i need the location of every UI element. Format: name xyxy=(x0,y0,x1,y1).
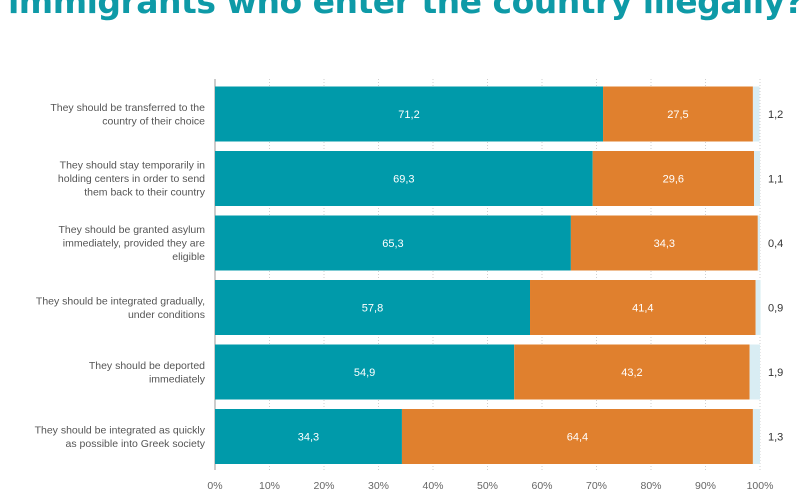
category-label-line: eligible xyxy=(172,251,205,263)
category-label-line: They should be transferred to the xyxy=(50,102,205,114)
data-label: 65,3 xyxy=(382,238,403,250)
x-tick-label: 20% xyxy=(313,480,334,492)
x-tick-label: 100% xyxy=(747,480,774,492)
x-tick-label: 90% xyxy=(695,480,716,492)
data-label: 34,3 xyxy=(654,238,675,250)
data-label: 1,3 xyxy=(768,432,783,444)
bar-segment xyxy=(215,409,402,464)
bar-segment xyxy=(592,151,755,206)
data-label: 0,9 xyxy=(768,303,783,315)
x-tick-label: 50% xyxy=(477,480,498,492)
category-label-line: They should be integrated gradually, xyxy=(36,295,205,307)
bar-segment xyxy=(749,344,760,400)
data-label: 34,3 xyxy=(298,432,319,444)
category-label-line: them back to their country xyxy=(84,187,206,199)
category-label-line: holding centers in order to send xyxy=(58,173,205,185)
bar-segment xyxy=(752,86,760,142)
category-label-line: They should be deported xyxy=(89,360,205,372)
category-label-line: country of their choice xyxy=(102,115,205,127)
data-label: 0,4 xyxy=(768,238,783,250)
data-label: 69,3 xyxy=(393,174,414,186)
bar-segment xyxy=(215,215,571,271)
bar-segment xyxy=(755,280,761,335)
bar-segment xyxy=(754,151,760,206)
category-label: They should stay temporarily in holding c… xyxy=(58,160,206,199)
bar-segment xyxy=(757,215,760,271)
category-label-line: immediately, provided they are xyxy=(63,238,205,250)
category-label: They should be granted asylum immediately… xyxy=(58,224,205,263)
x-tick-label: 60% xyxy=(531,480,552,492)
x-tick-label: 0% xyxy=(207,480,222,492)
category-label-line: They should be granted asylum xyxy=(58,224,205,236)
bar-segment xyxy=(215,86,604,142)
x-tick-label: 10% xyxy=(259,480,280,492)
category-label-line: immediately xyxy=(149,373,206,385)
data-label: 27,5 xyxy=(667,109,688,121)
bar-segment xyxy=(530,280,756,335)
chart-title: immigrants who enter the country illegal… xyxy=(8,0,800,21)
category-label: They should be deported immediately xyxy=(89,360,206,386)
data-label: 57,8 xyxy=(362,303,383,315)
data-label: 43,2 xyxy=(621,367,642,379)
x-tick-label: 70% xyxy=(586,480,607,492)
data-label: 64,4 xyxy=(567,432,588,444)
data-label: 71,2 xyxy=(398,109,419,121)
data-label: 1,9 xyxy=(768,367,783,379)
data-label: 1,1 xyxy=(768,174,783,186)
x-tick-label: 30% xyxy=(368,480,389,492)
bar-segment xyxy=(514,344,750,400)
data-label: 41,4 xyxy=(632,303,653,315)
bar-segment xyxy=(215,280,531,335)
x-tick-label: 40% xyxy=(422,480,443,492)
x-tick-label: 80% xyxy=(640,480,661,492)
data-label: 29,6 xyxy=(663,174,684,186)
data-label: 1,2 xyxy=(768,109,783,121)
bar-segment xyxy=(752,409,760,464)
category-label-line: They should stay temporarily in xyxy=(60,160,205,172)
bar-segment xyxy=(215,151,593,206)
bar-segment xyxy=(603,86,753,142)
bar-segment xyxy=(215,344,515,400)
category-label: They should be integrated gradually, unde… xyxy=(36,295,205,321)
category-label: They should be transferred to the country… xyxy=(50,102,205,128)
category-label-line: They should be integrated as quickly xyxy=(35,424,206,436)
category-label-line: under conditions xyxy=(128,309,205,321)
category-label-line: as possible into Greek society xyxy=(66,438,206,450)
bar-segment xyxy=(570,215,758,271)
category-label: They should be integrated as quickly as p… xyxy=(35,424,206,450)
bar-segment xyxy=(401,409,753,464)
data-label: 54,9 xyxy=(354,367,375,379)
